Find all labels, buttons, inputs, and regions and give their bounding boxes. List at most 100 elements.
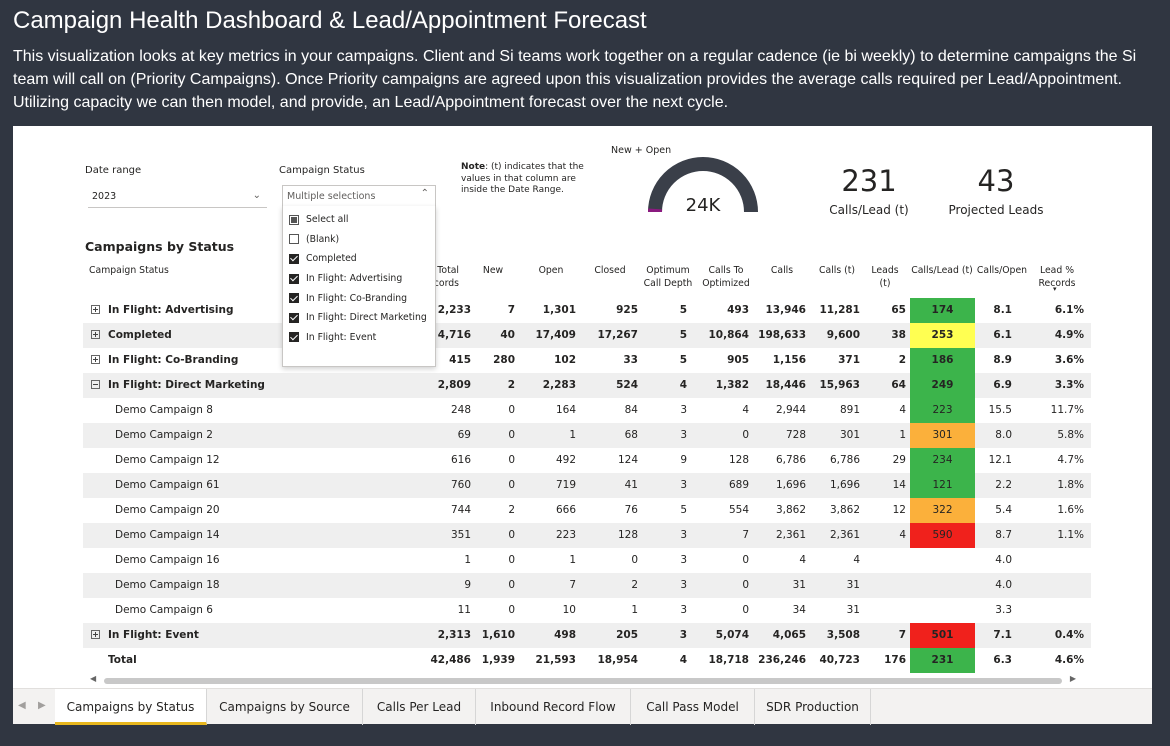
status-option[interactable]: In Flight: Direct Marketing — [283, 308, 435, 328]
group-row[interactable]: In Flight: Advertising 2,233 7 1,301 925 5 493… — [83, 298, 1091, 323]
sort-descending-icon[interactable]: ▾ — [1053, 285, 1057, 293]
campaign-name: Demo Campaign 8 — [115, 398, 213, 423]
table-cell: 17,267 — [597, 329, 638, 341]
table-row: Demo Campaign 18 9 0 7 2 3 0 31 31 4.0 — [83, 573, 1091, 598]
calls-per-lead-cell — [910, 548, 975, 573]
scroll-left-icon[interactable]: ◀ — [90, 674, 97, 683]
tab-prev-icon[interactable]: ◀ — [18, 700, 26, 711]
column-header[interactable]: Calls/Lead (t) — [911, 265, 973, 276]
table-cell: 11 — [457, 604, 471, 616]
table-cell: 4.7% — [1057, 454, 1084, 466]
table-cell: 4,065 — [772, 629, 806, 641]
table-cell: 4.6% — [1054, 654, 1084, 666]
table-cell: 236,246 — [758, 654, 806, 666]
group-row[interactable]: In Flight: Event 2,313 1,610 498 205 3 5,074 4,… — [83, 623, 1091, 648]
table-cell: 0 — [508, 554, 515, 566]
expand-icon[interactable] — [91, 630, 100, 639]
table-cell: 616 — [450, 454, 471, 466]
status-option[interactable]: In Flight: Co-Branding — [283, 288, 435, 308]
checkbox[interactable] — [289, 214, 299, 225]
table-row: Demo Campaign 6 11 0 10 1 3 0 34 31 3.3 — [83, 598, 1091, 623]
table-cell: 3 — [680, 554, 687, 566]
table-cell: 18,446 — [765, 379, 806, 391]
table-cell: 5 — [680, 504, 687, 516]
campaigns-table: In Flight: Advertising 2,233 7 1,301 925 5 493… — [83, 298, 1091, 673]
tab-inbound-record-flow[interactable]: Inbound Record Flow — [476, 689, 631, 725]
table-cell: 102 — [554, 354, 576, 366]
campaign-status-select[interactable]: Multiple selections ⌃ — [282, 185, 436, 207]
group-row[interactable]: In Flight: Direct Marketing 2,809 2 2,283 52… — [83, 373, 1091, 398]
column-header[interactable]: New — [482, 265, 504, 276]
date-range-select[interactable]: 2023 ⌄ — [88, 186, 267, 208]
tab-sdr-production[interactable]: SDR Production — [755, 689, 871, 725]
table-cell: 0 — [631, 554, 638, 566]
table-cell: 2,313 — [437, 629, 471, 641]
status-option[interactable]: In Flight: Advertising — [283, 269, 435, 289]
campaign-status-value: Multiple selections — [287, 191, 376, 202]
campaign-name-text: Demo Campaign 14 — [115, 529, 220, 541]
column-header[interactable]: Open — [538, 265, 564, 276]
expand-icon[interactable] — [91, 355, 100, 364]
table-cell: 0 — [508, 604, 515, 616]
table-cell: 554 — [728, 504, 749, 516]
tab-campaigns-by-source[interactable]: Campaigns by Source — [207, 689, 363, 725]
table-cell: 5 — [679, 329, 687, 341]
tab-call-pass-model[interactable]: Call Pass Model — [631, 689, 755, 725]
table-cell: 4 — [742, 404, 749, 416]
status-option[interactable]: Select all — [283, 210, 435, 230]
table-cell: 3.3% — [1054, 379, 1084, 391]
tab-campaigns-by-status[interactable]: Campaigns by Status — [55, 689, 207, 725]
campaign-name-text: In Flight: Event — [108, 629, 199, 641]
table-cell: 2,809 — [437, 379, 471, 391]
column-header[interactable]: Closed — [594, 265, 626, 276]
campaign-name-text: Demo Campaign 12 — [115, 454, 220, 466]
table-cell: 2.2 — [995, 479, 1012, 491]
status-option[interactable]: (Blank) — [283, 230, 435, 250]
chevron-up-icon: ⌃ — [420, 188, 429, 199]
scroll-right-icon[interactable]: ▶ — [1069, 674, 1076, 683]
collapse-icon[interactable] — [91, 380, 100, 389]
checkbox[interactable] — [289, 234, 299, 245]
group-row[interactable]: Completed 4,716 40 17,409 17,267 5 10,864 198,6… — [83, 323, 1091, 348]
table-cell: 18,954 — [597, 654, 638, 666]
checkbox[interactable] — [289, 293, 299, 304]
table-cell: 9,600 — [826, 329, 860, 341]
table-cell: 164 — [555, 404, 576, 416]
column-header[interactable]: Lead % Records — [1038, 265, 1076, 289]
column-header[interactable]: Calls/Open — [976, 265, 1028, 276]
checkbox[interactable] — [289, 253, 299, 264]
table-cell: 9 — [464, 579, 471, 591]
column-header[interactable]: Optimum Call Depth — [643, 265, 693, 289]
checkbox[interactable] — [289, 332, 299, 343]
option-label: Completed — [306, 253, 357, 265]
group-row[interactable]: In Flight: Co-Branding 415 280 102 33 5 905 1,1… — [83, 348, 1091, 373]
status-option[interactable]: In Flight: Event — [283, 328, 435, 348]
table-cell: 8.1 — [993, 304, 1012, 316]
table-cell: 15,963 — [819, 379, 860, 391]
scrollbar-thumb[interactable] — [104, 678, 1062, 684]
table-cell: 34 — [792, 604, 806, 616]
table-cell: 3 — [680, 429, 687, 441]
option-label: Select all — [306, 214, 349, 226]
table-cell: 14 — [892, 479, 906, 491]
table-cell: 0 — [742, 604, 749, 616]
horizontal-scrollbar[interactable]: ◀ ▶ — [90, 674, 1076, 685]
table-cell: 689 — [728, 479, 749, 491]
checkbox[interactable] — [289, 312, 299, 323]
checkbox[interactable] — [289, 273, 299, 284]
table-cell: 7 — [898, 629, 906, 641]
report-canvas: Date range 2023 ⌄ Campaign Status Multip… — [13, 126, 1152, 688]
status-option[interactable]: Completed — [283, 249, 435, 269]
table-cell: 10 — [562, 604, 576, 616]
tab-next-icon[interactable]: ▶ — [38, 700, 46, 711]
expand-icon[interactable] — [91, 305, 100, 314]
expand-icon[interactable] — [91, 330, 100, 339]
tab-calls-per-lead[interactable]: Calls Per Lead — [363, 689, 476, 725]
column-header[interactable]: Calls (t) — [818, 265, 856, 276]
column-header[interactable]: Calls To Optimized — [702, 265, 750, 289]
projected-leads-label: Projected Leads — [948, 203, 1044, 217]
column-header[interactable]: Calls — [770, 265, 794, 276]
column-header[interactable]: Total Records — [422, 265, 459, 289]
column-header[interactable]: Leads (t) — [871, 265, 899, 289]
column-header[interactable]: Campaign Status — [89, 265, 169, 276]
